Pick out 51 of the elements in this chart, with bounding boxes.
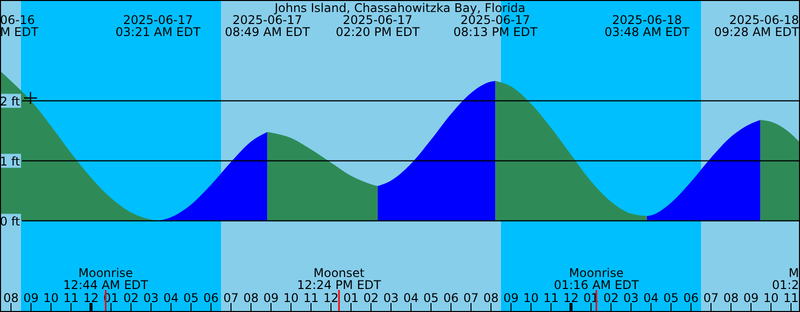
x-tick-label: 10 (763, 291, 779, 305)
x-tick-label: 06 (683, 291, 699, 305)
x-tick-label: 10 (523, 291, 539, 305)
x-tick-label: 09 (263, 291, 279, 305)
x-tick-label: 12 (83, 291, 99, 305)
x-tick-label: 02 (363, 291, 379, 305)
x-tick-label: 07 (223, 291, 239, 305)
x-tick-label: 07 (463, 291, 479, 305)
x-tick-label: 10 (43, 291, 59, 305)
x-tick-label: 08 (3, 291, 19, 305)
x-tick-label: 01 (343, 291, 359, 305)
x-tick-label: 11 (303, 291, 319, 305)
x-tick-label: 04 (643, 291, 659, 305)
x2-tick-label: 2025-06-18 03:48 AM EDT (604, 13, 690, 39)
x-tick-label: 09 (23, 291, 39, 305)
x-tick-label: 03 (143, 291, 159, 305)
x-tick-label: 12 (323, 291, 339, 305)
ref-line-label: Moonrise 12:44 AM EDT (63, 266, 149, 292)
x-tick-label: 06 (203, 291, 219, 305)
x-tick-label: 12 (563, 291, 579, 305)
ref-line-label: Moonrise 01:16 AM EDT (554, 266, 640, 292)
x2-tick-label: 2025-06-17 02:20 PM EDT (336, 13, 420, 39)
x-tick-label: 05 (183, 291, 199, 305)
x-tick-label: 11 (783, 291, 799, 305)
x-tick-label: 05 (663, 291, 679, 305)
x-tick-label: 05 (423, 291, 439, 305)
x-tick-label: 08 (723, 291, 739, 305)
x-tick-label: 06 (443, 291, 459, 305)
chart-title: Johns Island, Chassahowitzka Bay, Florida (274, 1, 526, 15)
ref-line-label: Moonset 12:24 PM EDT (297, 266, 382, 292)
x2-tick-label: 2025-06-17 03:21 AM EDT (116, 13, 202, 39)
annotation: M 01:2 (772, 266, 799, 292)
x-tick-label: 09 (743, 291, 759, 305)
x-tick-label: 02 (123, 291, 139, 305)
y-tick-label: 2 ft (0, 94, 20, 108)
x-tick-label: 09 (503, 291, 519, 305)
x-tick-label: 04 (163, 291, 179, 305)
x-tick-label: 03 (623, 291, 639, 305)
x-tick-label: 08 (483, 291, 499, 305)
y-tick-label: 0 ft (0, 214, 20, 228)
x-tick-label: 07 (703, 291, 719, 305)
x-tick-label: 03 (383, 291, 399, 305)
x-tick-label: 02 (603, 291, 619, 305)
x2-tick-label: 2025-06-18 09:28 AM EDT (714, 13, 800, 39)
x2-tick-label: 2025-06-17 08:49 AM EDT (224, 13, 310, 39)
x-tick-label: 10 (283, 291, 299, 305)
x-tick-label: 11 (63, 291, 79, 305)
x-tick-label: 04 (403, 291, 419, 305)
x-tick-label: 11 (543, 291, 559, 305)
y-tick-label: 1 ft (0, 154, 20, 168)
x-tick-label: 08 (243, 291, 259, 305)
